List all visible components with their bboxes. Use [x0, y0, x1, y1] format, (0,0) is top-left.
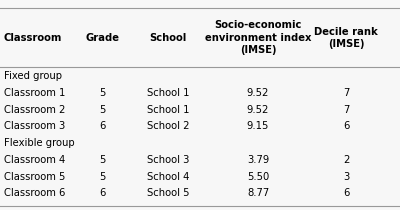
Text: 9.15: 9.15	[247, 121, 269, 131]
Text: 8.77: 8.77	[247, 188, 269, 198]
Text: Flexible group: Flexible group	[4, 138, 75, 148]
Text: Classroom 6: Classroom 6	[4, 188, 65, 198]
Text: 5: 5	[99, 105, 105, 115]
Text: Fixed group: Fixed group	[4, 71, 62, 81]
Text: Classroom 2: Classroom 2	[4, 105, 65, 115]
Text: Classroom 1: Classroom 1	[4, 88, 65, 98]
Text: School 5: School 5	[147, 188, 189, 198]
Text: 2: 2	[343, 155, 349, 165]
Text: 6: 6	[99, 121, 105, 131]
Text: 5.50: 5.50	[247, 172, 269, 182]
Text: Classroom 5: Classroom 5	[4, 172, 65, 182]
Text: 3: 3	[343, 172, 349, 182]
Text: School: School	[149, 33, 187, 43]
Text: 6: 6	[99, 188, 105, 198]
Text: Socio-economic
environment index
(IMSE): Socio-economic environment index (IMSE)	[205, 20, 311, 55]
Text: 9.52: 9.52	[247, 88, 269, 98]
Text: 5: 5	[99, 172, 105, 182]
Text: 9.52: 9.52	[247, 105, 269, 115]
Text: School 4: School 4	[147, 172, 189, 182]
Text: 7: 7	[343, 88, 349, 98]
Text: 6: 6	[343, 188, 349, 198]
Text: School 2: School 2	[147, 121, 189, 131]
Text: School 3: School 3	[147, 155, 189, 165]
Text: 7: 7	[343, 105, 349, 115]
Text: 6: 6	[343, 121, 349, 131]
Text: Classroom: Classroom	[4, 33, 62, 43]
Text: 5: 5	[99, 155, 105, 165]
Text: Classroom 4: Classroom 4	[4, 155, 65, 165]
Text: 5: 5	[99, 88, 105, 98]
Text: Classroom 3: Classroom 3	[4, 121, 65, 131]
Text: 3.79: 3.79	[247, 155, 269, 165]
Text: Decile rank
(IMSE): Decile rank (IMSE)	[314, 27, 378, 49]
Text: School 1: School 1	[147, 88, 189, 98]
Text: School 1: School 1	[147, 105, 189, 115]
Text: Grade: Grade	[85, 33, 119, 43]
